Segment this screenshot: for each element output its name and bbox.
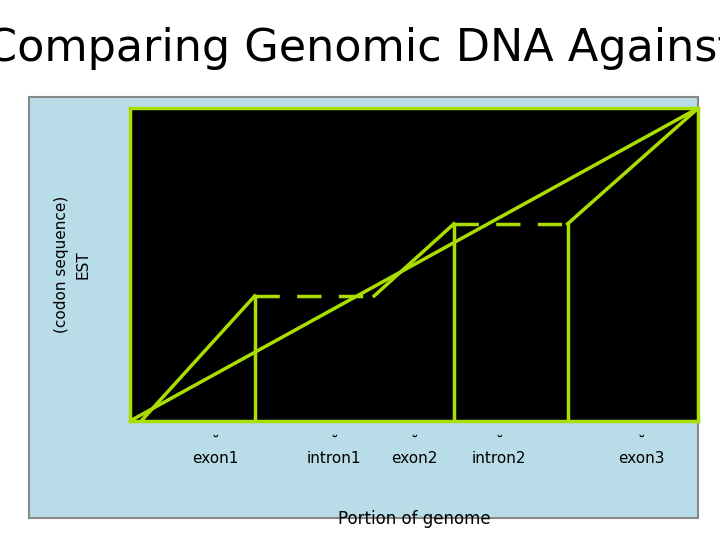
Text: intron2: intron2 (472, 451, 526, 466)
Text: EST: EST (76, 250, 90, 279)
Text: Portion of genome: Portion of genome (338, 510, 490, 528)
Text: ˘: ˘ (330, 435, 338, 450)
Text: exon2: exon2 (391, 451, 437, 466)
Text: exon3: exon3 (618, 451, 665, 466)
Text: (codon sequence): (codon sequence) (54, 196, 68, 333)
Text: Comparing Genomic DNA Against: Comparing Genomic DNA Against (0, 27, 720, 70)
Text: ˘: ˘ (410, 435, 418, 450)
Text: exon1: exon1 (192, 451, 238, 466)
Text: ˘: ˘ (211, 435, 219, 450)
Text: intron1: intron1 (307, 451, 361, 466)
Text: ˘: ˘ (495, 435, 503, 450)
Text: ˘: ˘ (638, 435, 645, 450)
